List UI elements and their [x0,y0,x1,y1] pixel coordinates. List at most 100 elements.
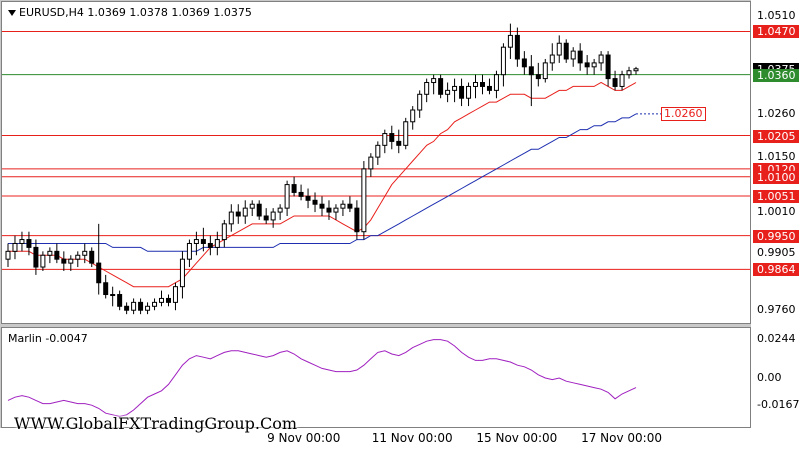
candle-body [591,62,597,68]
candle-body [549,54,555,64]
candle-body [159,297,165,303]
candle-body [193,239,199,244]
candle-body [507,34,513,48]
candle-body [459,85,465,99]
fast-ma-line [8,81,637,288]
candle-body [438,78,444,95]
slow-ma-line [8,113,637,252]
candle-body [598,54,604,64]
candle-body [165,297,171,303]
candle-body [312,199,318,205]
symbol-header: EURUSD,H4 1.0369 1.0378 1.0369 1.0375 [8,6,252,19]
candle-body [221,223,227,241]
candle-body [319,203,325,209]
candle-body [626,70,632,76]
price-tag-resistance: 1.0051 [753,189,799,203]
price-tag-resistance: 1.0100 [753,170,799,184]
indicator-label: Marlin -0.0047 [8,332,88,345]
candle-body [138,301,144,311]
price-tag-support: 0.9864 [753,263,799,277]
candle-body [605,54,611,80]
candle-body [33,246,39,268]
candle-body [277,207,283,213]
candle-body [326,207,332,213]
indicator-tick-label: -0.0167 [757,397,800,411]
candle-body [54,250,60,260]
candle-body [633,68,639,72]
candle-body [131,301,137,311]
candle-body [403,121,409,146]
candle-body [396,140,402,146]
marlin-oscillator-line [7,339,637,417]
price-tag-resistance: 1.0205 [753,129,799,143]
candle-body [152,301,158,307]
candle-body [500,46,506,76]
candle-body [535,74,541,80]
candle-body [40,254,46,268]
candle-body [200,239,206,244]
price-tick-label: 0.9905 [757,246,796,260]
dropdown-triangle-icon[interactable] [8,9,16,16]
candle-body [431,78,437,84]
candle-body [466,85,472,99]
candle-body [514,34,520,60]
candle-body [291,184,297,193]
price-tick-label: 1.0150 [757,150,796,164]
candle-body [242,207,248,217]
price-tag-support: 0.9950 [753,229,799,243]
time-tick-label: 15 Nov 00:00 [476,431,558,445]
candle-body [96,262,102,284]
candle-body [110,294,116,297]
candle-body [19,239,25,244]
candle-body [493,74,499,91]
candle-body [563,42,569,60]
indicator-tick-label: 0.00 [757,371,782,384]
candle-body [61,258,67,264]
candle-body [12,242,18,252]
candle-body [619,74,625,87]
candle-body [340,203,346,209]
candle-body [256,203,262,217]
price-chart-pane[interactable]: EURUSD,H4 1.0369 1.0378 1.0369 1.0375 [1,1,751,324]
candle-body [298,191,304,197]
symbol-label: EURUSD,H4 1.0369 1.0378 1.0369 1.0375 [19,6,252,19]
indicator-pane[interactable]: Marlin -0.0047 [1,327,751,428]
candle-body [570,50,576,60]
price-tick-label: 1.0510 [757,8,796,22]
time-tick-label: 9 Nov 00:00 [267,431,341,445]
candle-body [172,286,178,303]
candle-body [361,168,367,233]
candle-body [263,215,269,221]
candle-body [5,250,11,260]
candle-body [117,294,123,307]
time-axis[interactable] [0,428,807,452]
candle-body [382,133,388,146]
candle-body [521,58,527,68]
candle-body [452,85,458,91]
candle-body [82,250,88,256]
candle-body [47,250,53,256]
candle-body [235,211,241,217]
candle-body [445,89,451,95]
candle-body [305,195,311,201]
price-tag-resistance: 1.0470 [753,25,799,39]
candle-body [556,42,562,56]
candle-body [284,184,290,209]
candle-body [145,305,151,311]
price-tick-label: 0.9760 [757,303,796,317]
candle-body [228,211,234,225]
indicator-tick-label: 0.0244 [757,331,796,345]
candle-body [124,305,130,311]
candle-body [473,82,479,87]
candle-body [486,85,492,91]
candle-body [89,250,95,264]
price-tag-level: 1.0360 [753,68,799,82]
candle-body [333,207,339,213]
candle-body [424,82,430,95]
target-price-label: 1.0260 [661,106,706,121]
candle-body [75,254,81,260]
candle-body [577,50,583,64]
candle-body [26,239,32,248]
